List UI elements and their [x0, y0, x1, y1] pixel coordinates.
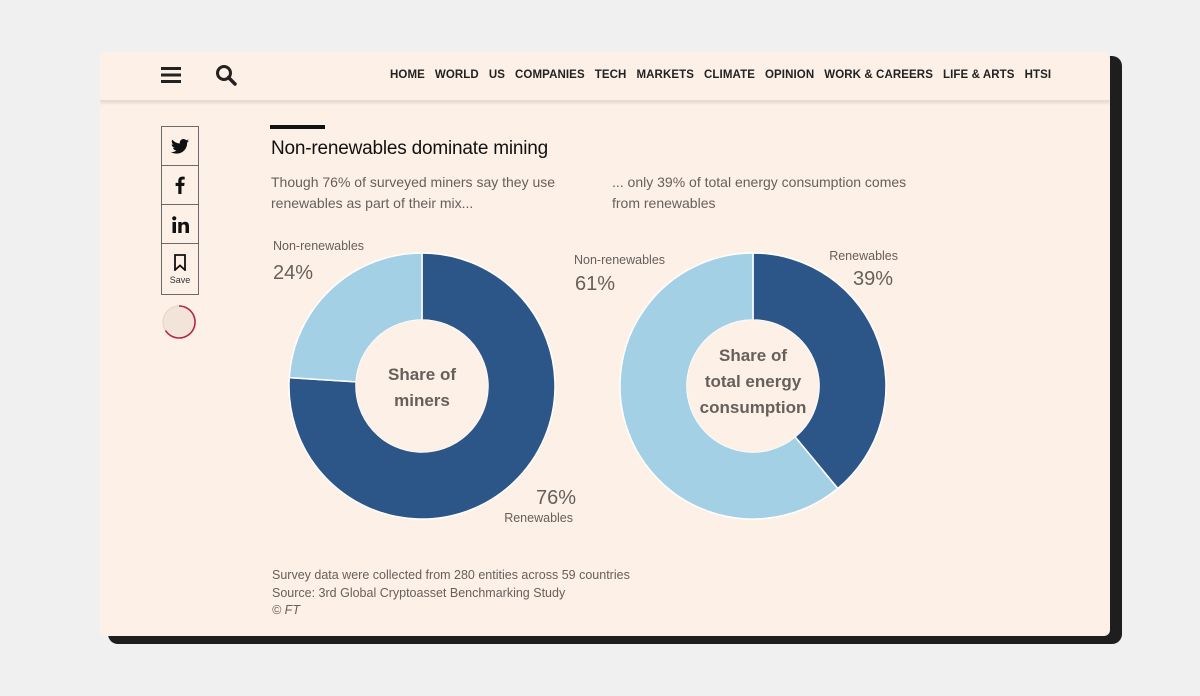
chart0-slice-non-renewables	[288, 252, 423, 383]
linkedin-share-button[interactable]	[162, 205, 198, 244]
nav-item-markets[interactable]: MARKETS	[636, 69, 695, 81]
chart1-donut-hole	[687, 320, 819, 452]
chart1-center-line-2: total energy	[705, 372, 802, 391]
chart-footnotes: Survey data were collected from 280 enti…	[272, 567, 630, 620]
save-label: Save	[169, 274, 191, 285]
bookmark-icon	[174, 253, 186, 271]
search-icon[interactable]	[215, 64, 237, 86]
nav-item-us[interactable]: US	[488, 69, 506, 81]
donut-chart-energy: Share of total energy consumption Non-re…	[570, 232, 910, 532]
chart1-nonrenew-value: 61%	[575, 273, 615, 295]
chart1-center-line-1: Share of	[719, 346, 787, 365]
chart0-center-line-2: miners	[394, 391, 450, 410]
twitter-share-button[interactable]	[162, 127, 198, 166]
share-bar: Save	[161, 126, 199, 295]
linkedin-icon	[171, 215, 189, 233]
chart-title: Non-renewables dominate mining	[271, 138, 549, 159]
donut-chart-miners: Share of miners Non-renewables 24% 76% R…	[270, 232, 590, 532]
chart0-nonrenew-label: Non-renewables	[273, 239, 364, 253]
loading-spinner-icon	[162, 305, 196, 339]
facebook-icon	[175, 176, 185, 194]
nav-item-world[interactable]: WORLD	[434, 69, 479, 81]
save-button[interactable]: Save	[162, 244, 198, 294]
nav-item-companies[interactable]: COMPANIES	[515, 69, 585, 81]
facebook-share-button[interactable]	[162, 166, 198, 205]
nav-item-opinion[interactable]: OPINION	[764, 69, 815, 81]
nav-item-htsi[interactable]: HTSI	[1024, 69, 1052, 81]
nav-item-work-careers[interactable]: WORK & CAREERS	[824, 69, 933, 81]
chart1-renew-label: Renewables	[829, 249, 898, 263]
chart0-nonrenew-value: 24%	[273, 262, 313, 284]
nav-item-tech[interactable]: TECH	[594, 69, 627, 81]
subtitle-right: ... only 39% of total energy consumption…	[612, 174, 907, 211]
copyright-text: © FT	[272, 603, 300, 617]
nav-item-life-arts[interactable]: LIFE & ARTS	[942, 69, 1015, 81]
chart0-renew-label: Renewables	[504, 511, 573, 525]
nav-item-climate[interactable]: CLIMATE	[704, 69, 755, 81]
chart1-center-line-3: consumption	[700, 398, 807, 417]
chart0-donut-hole	[356, 320, 488, 452]
twitter-icon	[171, 138, 189, 154]
footnote-text: Survey data were collected from 280 enti…	[272, 568, 630, 582]
chart0-center-line-1: Share of	[388, 365, 456, 384]
header-bar: HOME WORLD US COMPANIES TECH MARKETS CLI…	[100, 52, 1110, 101]
donut-chart-miners-svg: Share of miners Non-renewables 24% 76% R…	[273, 239, 576, 525]
subtitle-left: Though 76% of surveyed miners say they u…	[271, 174, 556, 211]
donut-chart-energy-svg: Share of total energy consumption Non-re…	[574, 249, 898, 520]
article-card: HOME WORLD US COMPANIES TECH MARKETS CLI…	[100, 52, 1110, 636]
title-rule	[270, 125, 325, 129]
chart1-nonrenew-label: Non-renewables	[574, 253, 665, 267]
nav-item-home[interactable]: HOME	[390, 69, 425, 81]
chart0-renew-value: 76%	[536, 487, 576, 509]
menu-icon[interactable]	[161, 66, 181, 84]
main-nav: HOME WORLD US COMPANIES TECH MARKETS CLI…	[390, 52, 1051, 98]
chart1-renew-value: 39%	[853, 268, 893, 290]
source-text: Source: 3rd Global Cryptoasset Benchmark…	[272, 585, 566, 600]
